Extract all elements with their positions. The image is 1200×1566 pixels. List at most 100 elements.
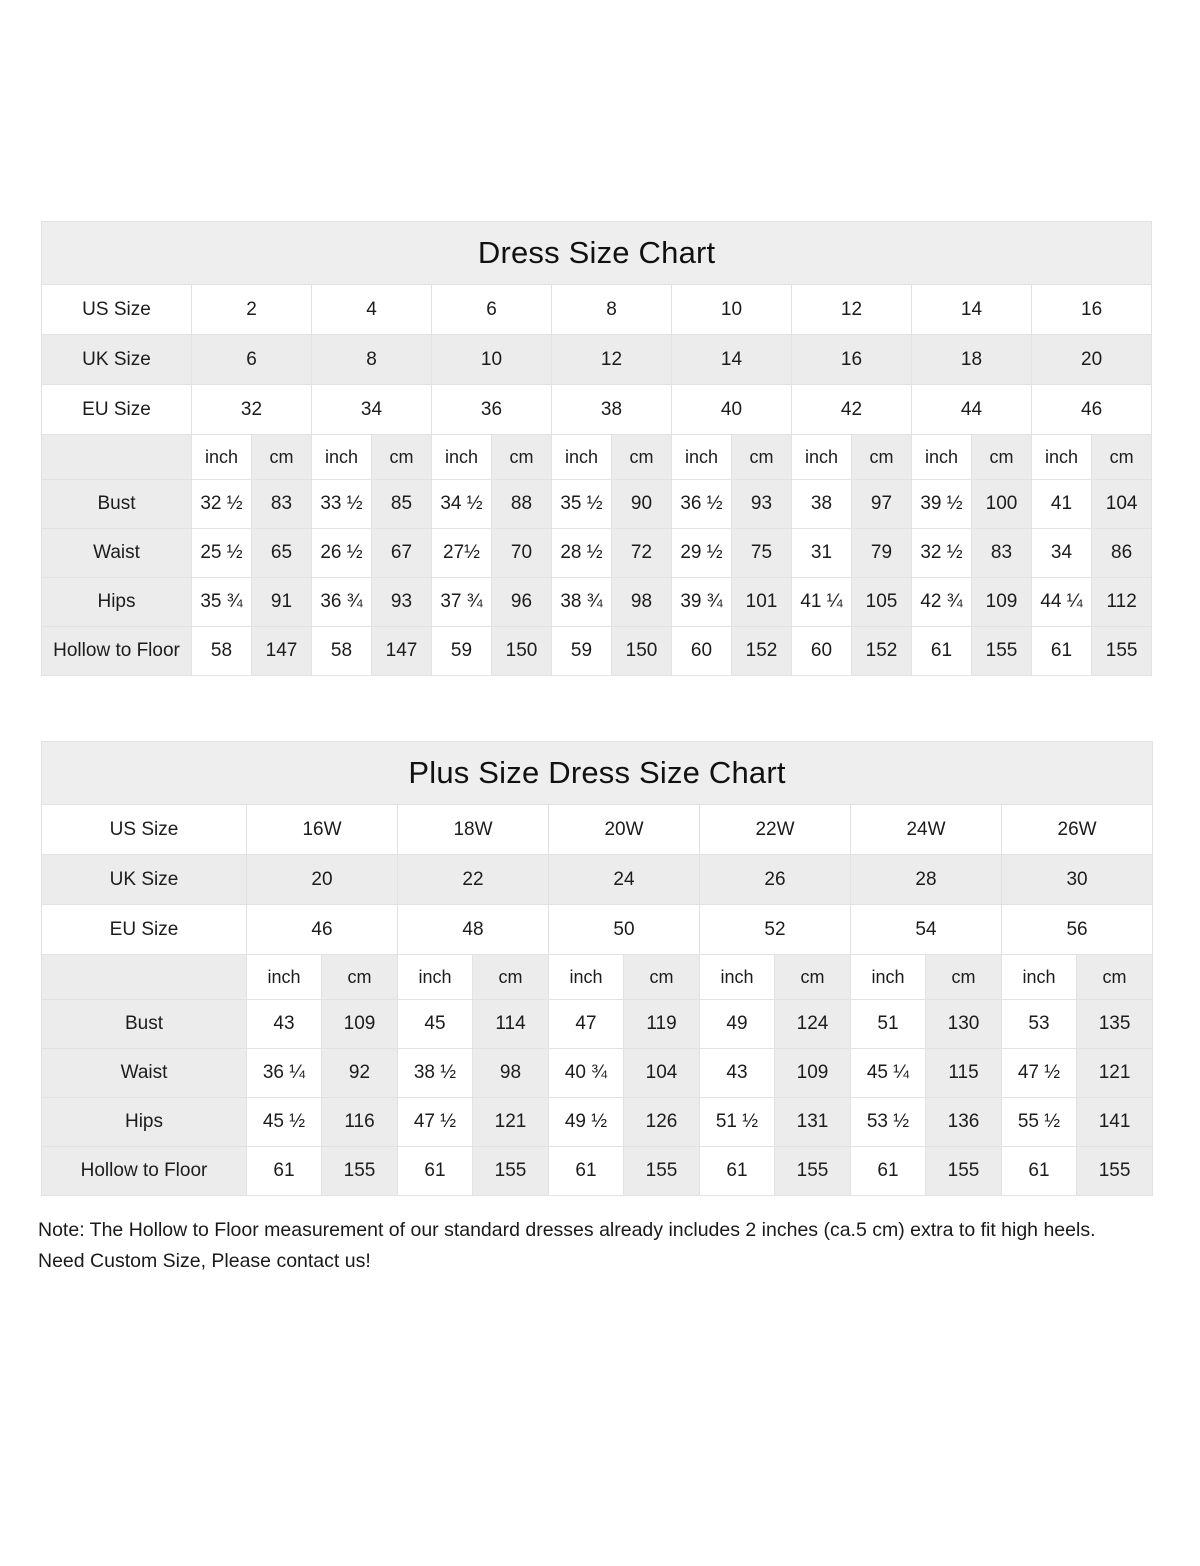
hips-inch: 55 ½ (1001, 1097, 1077, 1147)
plus-us-size-row: US Size 16W 18W 20W 22W 24W 26W (41, 804, 1154, 855)
unit-cm: cm (774, 954, 851, 1000)
size-chart-note: Note: The Hollow to Floor measurement of… (38, 1215, 1138, 1277)
eu-size-cell: 50 (548, 904, 700, 955)
hips-inch: 44 ¼ (1031, 577, 1092, 627)
plus-measurement-row-waist: Waist 36 ¼ 92 38 ½ 98 40 ¾ 104 43 109 45… (41, 1048, 1154, 1098)
us-size-cell: 10 (671, 284, 792, 335)
hollow-to-floor-inch: 61 (246, 1146, 322, 1196)
waist-cm: 67 (371, 528, 432, 578)
hips-cm: 121 (472, 1097, 549, 1147)
hips-inch: 53 ½ (850, 1097, 926, 1147)
hips-inch: 42 ¾ (911, 577, 972, 627)
unit-cm: cm (1075, 954, 1154, 1000)
bust-inch: 33 ½ (311, 479, 372, 529)
us-size-cell: 20W (548, 804, 700, 855)
hips-inch: 35 ¾ (191, 577, 252, 627)
standard-title-row: Dress Size Chart (40, 221, 1153, 285)
waist-cm: 104 (623, 1048, 700, 1098)
standard-measurement-row-bust: Bust 32 ½ 83 33 ½ 85 34 ½ 88 35 ½ 90 36 … (41, 479, 1153, 529)
unit-row-blank-label (41, 954, 247, 1000)
waist-inch: 34 (1031, 528, 1092, 578)
standard-us-size-row: US Size 2 4 6 8 10 12 14 16 (41, 284, 1153, 335)
hollow-to-floor-inch: 61 (1001, 1146, 1077, 1196)
hips-cm: 98 (611, 577, 672, 627)
uk-size-cell: 8 (311, 334, 432, 385)
hollow-to-floor-inch: 61 (911, 626, 972, 676)
hollow-to-floor-cm: 155 (472, 1146, 549, 1196)
hollow-to-floor-inch: 61 (699, 1146, 775, 1196)
unit-inch: inch (191, 434, 252, 480)
unit-row-blank-label (41, 434, 192, 480)
hollow-to-floor-inch: 58 (191, 626, 252, 676)
row-label-us-size: US Size (41, 804, 247, 855)
waist-inch: 43 (699, 1048, 775, 1098)
standard-measurement-row-hips: Hips 35 ¾ 91 36 ¾ 93 37 ¾ 96 38 ¾ 98 39 … (41, 577, 1153, 627)
hollow-to-floor-cm: 155 (925, 1146, 1002, 1196)
unit-inch: inch (548, 954, 624, 1000)
hips-cm: 131 (774, 1097, 851, 1147)
bust-inch: 35 ½ (551, 479, 612, 529)
us-size-cell: 14 (911, 284, 1032, 335)
unit-inch: inch (1031, 434, 1092, 480)
eu-size-cell: 32 (191, 384, 312, 435)
us-size-cell: 16 (1030, 284, 1153, 335)
waist-cm: 83 (971, 528, 1032, 578)
waist-cm: 75 (731, 528, 792, 578)
us-size-cell: 22W (699, 804, 851, 855)
waist-cm: 86 (1090, 528, 1153, 578)
uk-size-cell: 14 (671, 334, 792, 385)
eu-size-cell: 56 (1000, 904, 1154, 955)
hips-cm: 105 (851, 577, 912, 627)
waist-inch: 36 ¼ (246, 1048, 322, 1098)
hollow-to-floor-inch: 61 (850, 1146, 926, 1196)
plus-measurement-row-bust: Bust 43 109 45 114 47 119 49 124 51 130 … (41, 999, 1154, 1049)
waist-inch: 31 (791, 528, 852, 578)
eu-size-cell: 40 (671, 384, 792, 435)
eu-size-cell: 46 (246, 904, 398, 955)
row-label-uk-size: UK Size (41, 334, 192, 385)
uk-size-cell: 16 (791, 334, 912, 385)
standard-measurement-row-waist: Waist 25 ½ 65 26 ½ 67 27½ 70 28 ½ 72 29 … (41, 528, 1153, 578)
waist-inch: 29 ½ (671, 528, 732, 578)
us-size-cell: 6 (431, 284, 552, 335)
unit-inch: inch (671, 434, 732, 480)
uk-size-cell: 12 (551, 334, 672, 385)
note-line-2: Need Custom Size, Please contact us! (38, 1250, 371, 1272)
unit-cm: cm (371, 434, 432, 480)
us-size-cell: 24W (850, 804, 1002, 855)
row-label-eu-size: EU Size (41, 904, 247, 955)
hollow-to-floor-cm: 155 (971, 626, 1032, 676)
bust-cm: 130 (925, 999, 1002, 1049)
waist-inch: 28 ½ (551, 528, 612, 578)
hips-cm: 101 (731, 577, 792, 627)
hollow-to-floor-inch: 59 (551, 626, 612, 676)
hollow-to-floor-cm: 147 (371, 626, 432, 676)
bust-inch: 34 ½ (431, 479, 492, 529)
plus-measurement-row-hollow-to-floor: Hollow to Floor 61 155 61 155 61 155 61 … (41, 1146, 1154, 1196)
bust-inch: 53 (1001, 999, 1077, 1049)
waist-inch: 40 ¾ (548, 1048, 624, 1098)
plus-uk-size-row: UK Size 20 22 24 26 28 30 (41, 854, 1154, 905)
hips-cm: 93 (371, 577, 432, 627)
hollow-to-floor-cm: 155 (1075, 1146, 1154, 1196)
hips-cm: 96 (491, 577, 552, 627)
row-label-hollow-to-floor: Hollow to Floor (41, 1146, 247, 1196)
bust-cm: 114 (472, 999, 549, 1049)
row-label-bust: Bust (41, 479, 192, 529)
row-label-bust: Bust (41, 999, 247, 1049)
bust-cm: 100 (971, 479, 1032, 529)
bust-inch: 49 (699, 999, 775, 1049)
eu-size-cell: 54 (850, 904, 1002, 955)
row-label-us-size: US Size (41, 284, 192, 335)
unit-inch: inch (246, 954, 322, 1000)
hips-inch: 36 ¾ (311, 577, 372, 627)
unit-inch: inch (850, 954, 926, 1000)
eu-size-cell: 34 (311, 384, 432, 435)
eu-size-cell: 36 (431, 384, 552, 435)
bust-inch: 32 ½ (191, 479, 252, 529)
waist-inch: 32 ½ (911, 528, 972, 578)
waist-cm: 92 (321, 1048, 398, 1098)
unit-inch: inch (431, 434, 492, 480)
hollow-to-floor-inch: 60 (791, 626, 852, 676)
